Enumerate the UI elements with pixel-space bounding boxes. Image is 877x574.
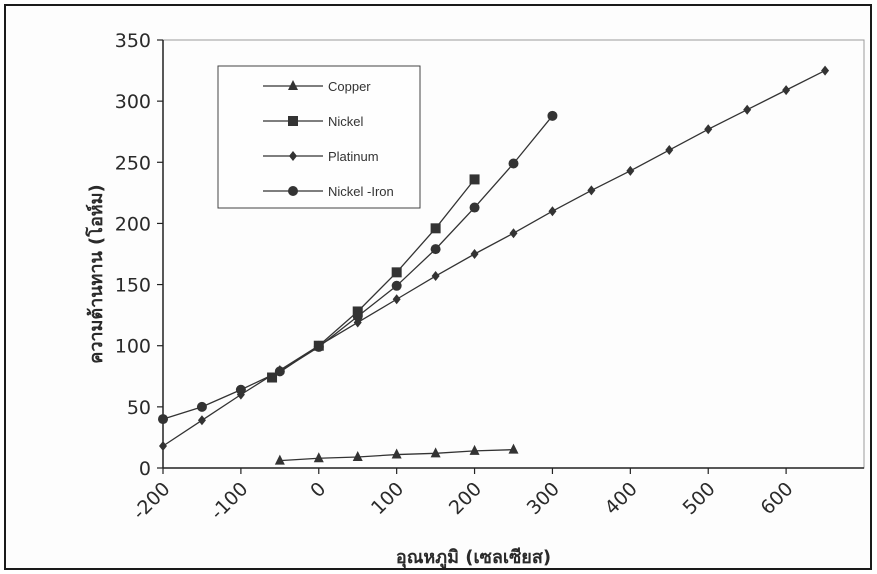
legend-marker xyxy=(288,186,298,196)
data-point xyxy=(665,145,674,156)
data-point xyxy=(704,124,713,135)
series-line xyxy=(271,179,476,379)
data-point xyxy=(626,165,635,176)
x-tick-label: 600 xyxy=(756,478,797,519)
data-point xyxy=(587,185,596,196)
data-point xyxy=(821,65,830,76)
data-point xyxy=(392,294,401,305)
x-tick-label: 0 xyxy=(306,478,330,502)
x-tick-label: 200 xyxy=(445,478,486,519)
x-tick-label: -200 xyxy=(128,478,174,524)
data-point xyxy=(313,341,324,352)
x-tick-label: 100 xyxy=(367,478,408,519)
series-nickel-iron xyxy=(158,110,558,425)
data-point xyxy=(274,454,285,465)
legend-marker xyxy=(288,80,298,90)
series-layer xyxy=(158,65,830,465)
data-point xyxy=(509,228,518,239)
data-point xyxy=(352,450,363,461)
data-point xyxy=(267,372,278,383)
data-point xyxy=(431,271,440,282)
x-tick-label: -100 xyxy=(206,478,252,524)
y-tick-label: 0 xyxy=(139,458,151,480)
data-point xyxy=(313,452,324,463)
data-point xyxy=(508,443,519,454)
data-point xyxy=(508,158,519,169)
data-point xyxy=(548,206,557,217)
data-point xyxy=(391,448,402,459)
data-point xyxy=(352,311,363,322)
data-point xyxy=(469,202,480,213)
x-tick-label: 300 xyxy=(523,478,564,519)
x-axis-title: อุณหภูมิ (เซลเซียส) xyxy=(396,547,551,569)
data-point xyxy=(391,280,402,291)
y-tick-label: 200 xyxy=(115,213,151,235)
data-point xyxy=(469,174,480,185)
data-point xyxy=(743,104,752,115)
data-point xyxy=(547,110,558,121)
y-tick-label: 350 xyxy=(115,30,151,52)
legend-label: Nickel -Iron xyxy=(328,184,394,199)
x-tick-label: 500 xyxy=(679,478,720,519)
data-point xyxy=(391,267,402,278)
data-point xyxy=(274,366,285,377)
y-tick-label: 100 xyxy=(115,336,151,358)
resistance-vs-temperature-chart: 0 50 100 150 200 250 300 350 -200 -100 0 100 200 300 4… xyxy=(85,30,865,569)
legend-label: Copper xyxy=(328,79,371,94)
data-point xyxy=(430,244,441,255)
chart-frame: 0 50 100 150 200 250 300 350 -200 -100 0 100 200 300 4… xyxy=(4,4,872,570)
data-point xyxy=(470,249,479,259)
legend-label: Platinum xyxy=(328,149,379,164)
data-point xyxy=(197,415,206,426)
legend-marker xyxy=(288,116,298,126)
y-tick-label: 250 xyxy=(115,152,151,174)
data-point xyxy=(196,401,207,412)
y-tick-label: 300 xyxy=(115,91,151,113)
y-tick-label: 50 xyxy=(127,397,151,419)
data-point xyxy=(235,384,246,395)
data-point xyxy=(430,223,441,234)
data-point xyxy=(159,440,167,451)
x-tick-label: 400 xyxy=(601,478,642,519)
data-point xyxy=(469,444,480,455)
data-point xyxy=(430,447,441,458)
y-tick-label: 150 xyxy=(115,275,151,297)
legend-box xyxy=(217,65,421,209)
series-copper xyxy=(274,443,519,465)
legend-label: Nickel xyxy=(328,114,364,129)
legend-marker xyxy=(289,151,297,161)
data-point xyxy=(782,85,791,96)
y-axis-title: ความต้านทาน (โอห์ม) xyxy=(85,184,107,363)
data-point xyxy=(158,414,168,425)
legend: Copper Nickel Platinum Nickel -Iron xyxy=(217,65,421,209)
